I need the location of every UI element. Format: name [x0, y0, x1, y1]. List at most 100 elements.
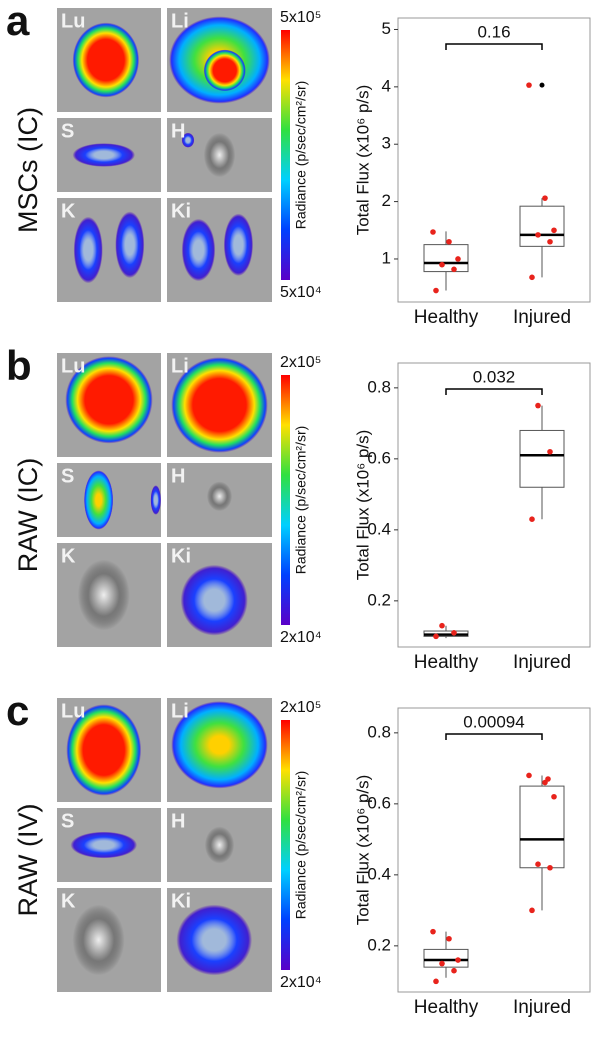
signal-blob: [73, 216, 103, 284]
x-tick-label: Healthy: [414, 652, 479, 673]
significance-bracket: [445, 733, 543, 740]
x-tick-label: Injured: [513, 997, 571, 1018]
box: [519, 429, 565, 488]
signal-blob: [77, 559, 130, 631]
y-tick-label: 0.6: [367, 793, 391, 812]
colorbar-min: 2x10⁴: [280, 629, 322, 646]
signal-blob: [115, 211, 145, 279]
data-point: [526, 82, 532, 88]
data-point: [430, 229, 436, 235]
box: [519, 785, 565, 869]
data-point: [439, 960, 445, 967]
organ-label: S: [61, 465, 74, 487]
y-tick-label: 0.4: [367, 519, 391, 538]
data-point: [529, 907, 535, 914]
y-axis-label: Total Flux (x10⁶ p/s): [353, 430, 372, 581]
data-point: [451, 967, 457, 974]
signal-blob: [180, 564, 248, 636]
colorbar-min: 5x10⁴: [280, 284, 322, 301]
p-value: 0.16: [477, 22, 510, 41]
y-tick-label: 0.2: [367, 935, 391, 954]
data-point: [451, 266, 457, 273]
panel-letter: a: [6, 0, 30, 44]
colorbar: [281, 720, 290, 970]
data-point: [446, 935, 452, 942]
organ-label: K: [61, 890, 76, 912]
data-point: [526, 772, 532, 779]
x-tick-label: Healthy: [414, 307, 479, 328]
colorbar: [281, 30, 290, 280]
signal-blob: [206, 481, 233, 512]
row-label: RAW (IV): [13, 804, 43, 917]
y-axis-label: Total Flux (x10⁶ p/s): [353, 775, 372, 926]
plot-frame: [397, 707, 591, 993]
signal-blob: [65, 356, 153, 444]
plot-frame: [397, 17, 591, 303]
y-tick-label: 4: [382, 76, 391, 95]
signal-blob: [84, 470, 114, 530]
data-point: [433, 978, 439, 985]
organ-label: Li: [171, 10, 189, 32]
y-tick-label: 0.2: [367, 590, 391, 609]
box: [423, 244, 469, 273]
y-tick-label: 1: [382, 248, 391, 267]
colorbar: [281, 375, 290, 625]
signal-blob: [176, 904, 253, 976]
organ-label: Ki: [171, 545, 191, 567]
signal-blob: [72, 904, 125, 976]
y-tick-label: 3: [382, 134, 391, 153]
p-value: 0.032: [473, 367, 516, 386]
data-point: [535, 861, 541, 867]
organ-label: K: [61, 200, 76, 222]
y-tick-label: 0.4: [367, 864, 391, 883]
y-axis-label: Total Flux (x10⁶ p/s): [353, 85, 372, 236]
outlier: [539, 82, 545, 88]
organ-label: Ki: [171, 200, 191, 222]
data-point: [547, 864, 553, 871]
organ-label: S: [61, 810, 74, 832]
y-tick-label: 2: [382, 191, 391, 210]
data-point: [451, 630, 457, 636]
data-point: [542, 195, 548, 201]
data-point: [455, 957, 461, 963]
organ-label: H: [171, 465, 185, 487]
panel-letter: b: [6, 342, 32, 389]
signal-blob: [203, 49, 246, 92]
data-point: [439, 622, 445, 629]
row-label: RAW (IC): [13, 458, 43, 572]
box: [519, 205, 565, 247]
box: [423, 948, 469, 968]
signal-blob: [171, 701, 268, 789]
colorbar-min: 2x10⁴: [280, 974, 322, 991]
signal-blob: [171, 357, 268, 453]
plot-frame: [397, 362, 591, 648]
x-tick-label: Injured: [513, 307, 571, 328]
data-point: [529, 516, 535, 522]
colorbar-max: 5x10⁵: [280, 9, 321, 26]
organ-label: Li: [171, 355, 189, 377]
data-point: [529, 274, 535, 281]
organ-label: Lu: [61, 355, 85, 377]
signal-blob: [72, 22, 140, 98]
data-point: [535, 402, 541, 409]
data-point: [535, 232, 541, 238]
signal-blob: [72, 143, 135, 167]
data-point: [547, 238, 553, 245]
organ-label: Lu: [61, 700, 85, 722]
colorbar-label: Radiance (p/sec/cm²/sr): [293, 771, 309, 920]
y-tick-label: 5: [382, 19, 391, 38]
organ-label: K: [61, 545, 76, 567]
colorbar-label: Radiance (p/sec/cm²/sr): [293, 81, 309, 230]
data-point: [433, 633, 439, 640]
significance-bracket: [445, 43, 543, 50]
colorbar-max: 2x10⁵: [280, 699, 321, 716]
y-tick-label: 0.8: [367, 722, 391, 741]
y-tick-label: 0.6: [367, 448, 391, 467]
data-point: [551, 793, 557, 800]
data-point: [433, 287, 439, 294]
data-point: [547, 448, 553, 455]
significance-bracket: [445, 388, 543, 395]
organ-label: Lu: [61, 10, 85, 32]
organ-label: S: [61, 120, 74, 142]
